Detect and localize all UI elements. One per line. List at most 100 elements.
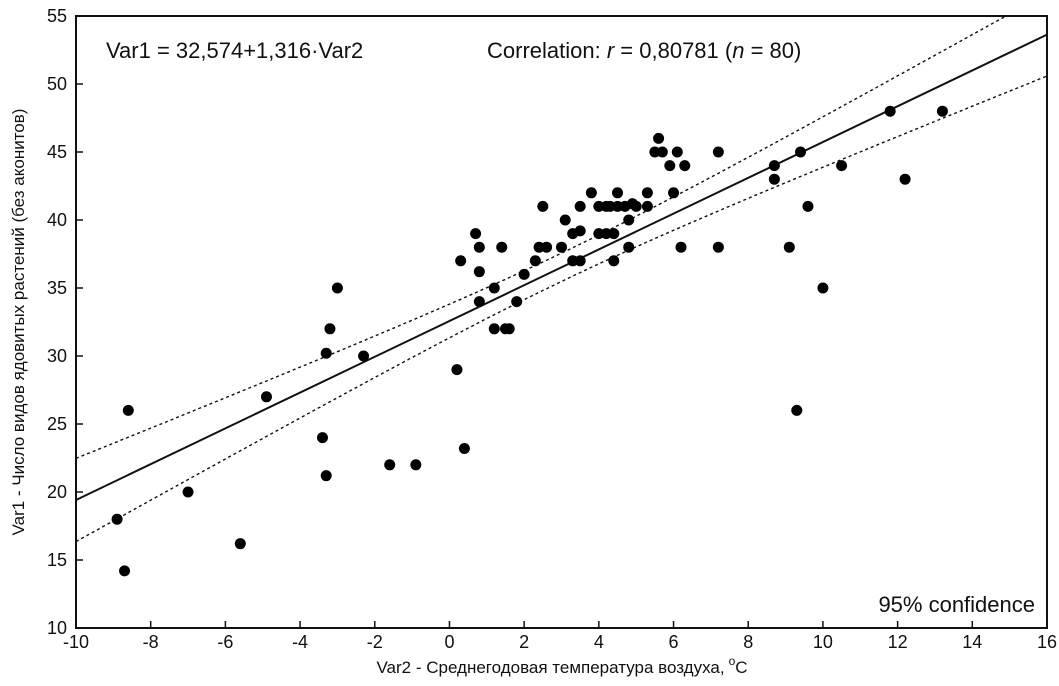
- scatter-point: [488, 282, 500, 294]
- scatter-point: [537, 200, 549, 212]
- y-axis-label: Var1 - Число видов ядовитых растений (бе…: [9, 109, 28, 536]
- scatter-point: [455, 255, 467, 267]
- scatter-point: [410, 459, 422, 471]
- scatter-point: [641, 200, 653, 212]
- scatter-point: [473, 266, 485, 278]
- y-axis: 10 15 20 25 30 35 40 45 50 55: [47, 6, 83, 638]
- x-tick-label: 8: [743, 632, 753, 652]
- scatter-point: [817, 282, 829, 294]
- scatter-point: [320, 347, 332, 359]
- scatter-point: [768, 160, 780, 172]
- scatter-point: [529, 255, 541, 267]
- scatter-point: [899, 173, 911, 185]
- x-tick-label: 12: [888, 632, 908, 652]
- regression-equation: Var1 = 32,574+1,316·Var2: [106, 38, 363, 63]
- corr-value: = 0,80781 (: [614, 38, 733, 63]
- x-axis-unit: C: [735, 658, 747, 677]
- corr-n-value: = 80): [744, 38, 801, 63]
- corr-r-symbol: r: [607, 38, 616, 63]
- scatter-point: [608, 228, 620, 240]
- y-tick-label: 35: [47, 278, 67, 298]
- x-tick-label: 14: [962, 632, 982, 652]
- scatter-point: [836, 160, 848, 172]
- scatter-point: [182, 486, 194, 498]
- scatter-point: [384, 459, 396, 471]
- scatter-point: [675, 241, 687, 253]
- scatter-point: [712, 241, 724, 253]
- scatter-point: [802, 200, 814, 212]
- confidence-band-lower: [75, 75, 1048, 543]
- scatter-point: [623, 241, 635, 253]
- scatter-point: [936, 105, 948, 117]
- x-axis-label-text: Var2 - Среднегодовая температура воздуха…: [376, 658, 724, 677]
- scatter-point: [556, 241, 567, 253]
- scatter-point: [511, 296, 523, 308]
- scatter-point: [641, 187, 653, 199]
- scatter-point: [559, 214, 571, 226]
- scatter-point: [671, 146, 683, 158]
- x-tick-label: -4: [292, 632, 308, 652]
- scatter-point: [791, 404, 803, 416]
- scatter-point: [473, 296, 485, 308]
- corr-n-symbol: n: [732, 38, 744, 63]
- scatter-point: [488, 323, 500, 335]
- confidence-band-upper: [75, 15, 1007, 460]
- scatter-point: [612, 187, 624, 199]
- scatter-point: [630, 200, 642, 212]
- scatter-point: [122, 404, 134, 416]
- data-points: [111, 105, 948, 577]
- plot-frame-rect: [75, 15, 1048, 629]
- scatter-point: [541, 241, 553, 253]
- x-tick-label: 6: [669, 632, 679, 652]
- scatter-point: [518, 268, 530, 280]
- correlation-annotation: Correlation: r = 0,80781 (n = 80): [487, 38, 801, 63]
- scatter-point: [451, 364, 463, 376]
- x-tick-label: -6: [217, 632, 233, 652]
- scatter-point: [783, 241, 795, 253]
- scatter-point: [358, 350, 370, 362]
- scatter-point: [653, 132, 665, 144]
- scatter-point: [320, 470, 332, 482]
- scatter-point: [712, 146, 724, 158]
- scatter-point: [664, 160, 676, 172]
- y-tick-label: 40: [47, 210, 67, 230]
- scatter-point: [668, 187, 680, 199]
- scatter-point: [608, 255, 620, 267]
- y-tick-label: 30: [47, 346, 67, 366]
- x-tick-label: 2: [519, 632, 529, 652]
- y-tick-label: 20: [47, 482, 67, 502]
- scatter-point: [656, 146, 668, 158]
- y-tick-label: 45: [47, 142, 67, 162]
- x-axis-unit-degree: o: [729, 654, 736, 668]
- x-axis-label: Var2 - Среднегодовая температура воздуха…: [376, 654, 747, 677]
- scatter-point: [316, 432, 328, 444]
- regression-line: [75, 33, 1048, 501]
- scatter-point: [623, 214, 635, 226]
- scatter-point: [458, 442, 470, 454]
- x-axis: -10 -8 -6 -4 -2 0 2 4 6 8 10 12 14 16: [63, 621, 1057, 652]
- x-tick-label: 0: [444, 632, 454, 652]
- scatter-point: [496, 241, 508, 253]
- scatter-point: [795, 146, 807, 158]
- scatter-point: [260, 391, 272, 403]
- x-tick-label: 4: [594, 632, 604, 652]
- scatter-point: [503, 323, 515, 335]
- scatter-point: [234, 538, 246, 550]
- scatter-point: [111, 513, 123, 525]
- x-tick-label: -10: [63, 632, 89, 652]
- scatter-point: [574, 255, 586, 267]
- scatter-point: [331, 282, 343, 294]
- x-tick-label: -2: [367, 632, 383, 652]
- x-tick-label: -8: [143, 632, 159, 652]
- scatter-point: [679, 160, 691, 172]
- x-tick-label: 16: [1037, 632, 1057, 652]
- scatter-point: [574, 200, 586, 212]
- scatter-point: [119, 565, 131, 577]
- confidence-label: 95% confidence: [878, 592, 1035, 617]
- y-tick-label: 50: [47, 74, 67, 94]
- scatter-point: [884, 105, 896, 117]
- corr-prefix: Correlation:: [487, 38, 607, 63]
- scatter-point: [574, 225, 586, 237]
- scatter-point: [768, 173, 780, 185]
